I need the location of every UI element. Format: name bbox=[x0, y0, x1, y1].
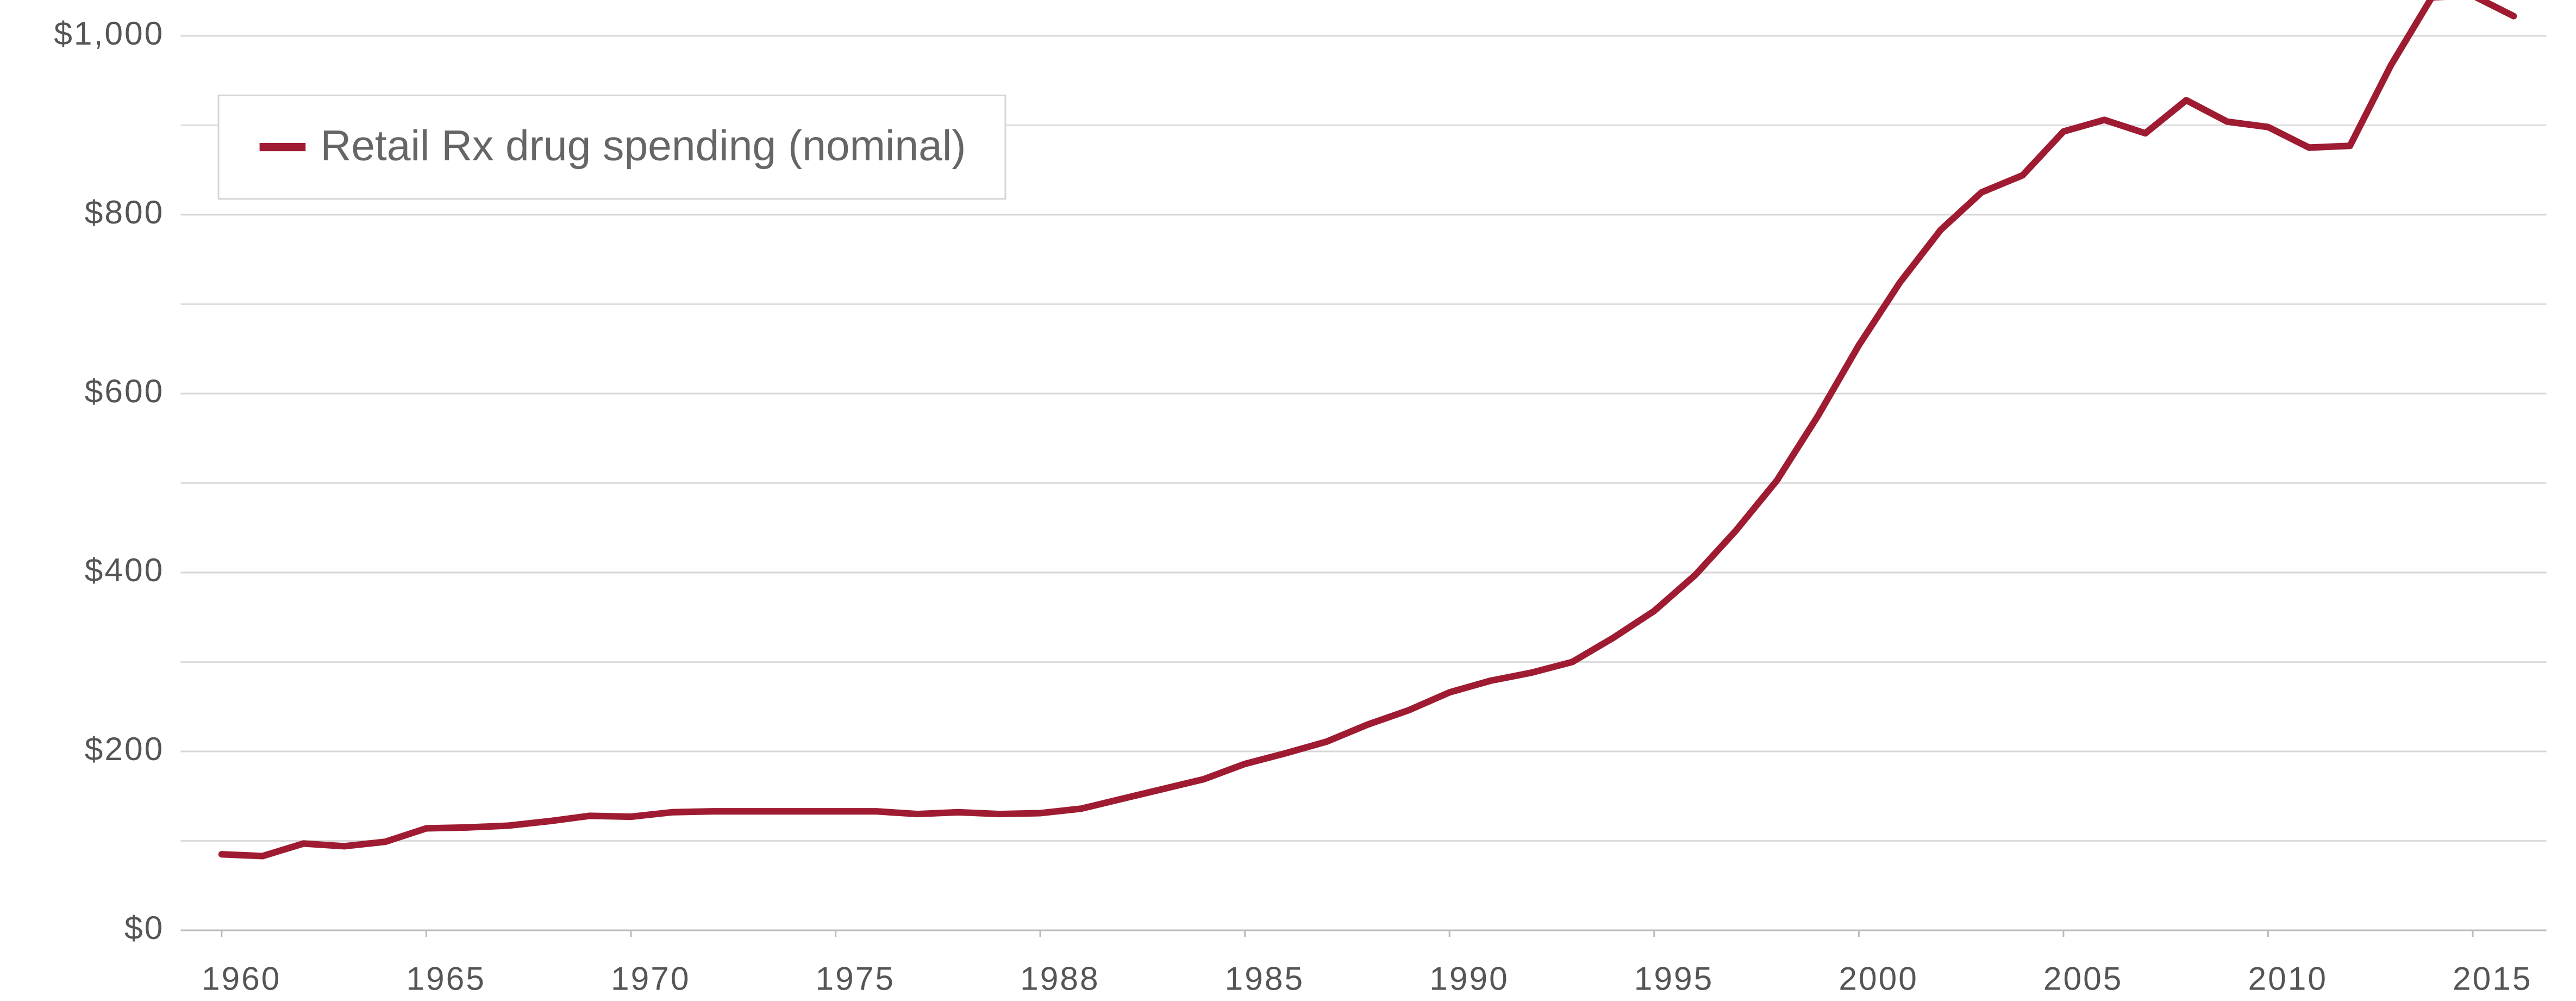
x-tick-label: 1960 bbox=[202, 960, 282, 997]
y-tick-label: $600 bbox=[85, 372, 165, 409]
x-tick-label: 1965 bbox=[406, 960, 486, 997]
y-tick-label: $200 bbox=[85, 730, 165, 767]
x-tick-label: 1975 bbox=[816, 960, 896, 997]
x-tick-label: 1970 bbox=[611, 960, 691, 997]
y-tick-label: $800 bbox=[85, 194, 165, 231]
x-tick-label: 2000 bbox=[1839, 960, 1918, 997]
y-tick-label: $0 bbox=[124, 909, 164, 946]
x-tick-label: 2010 bbox=[2248, 960, 2328, 997]
x-tick-label: 1988 bbox=[1020, 960, 1100, 997]
x-tick-label: 1995 bbox=[1634, 960, 1714, 997]
y-tick-label: $1,000 bbox=[54, 15, 164, 52]
data-line bbox=[218, 0, 2517, 860]
y-tick-label: $400 bbox=[85, 551, 165, 588]
legend-label: Retail Rx drug spending (nominal) bbox=[320, 121, 966, 169]
x-tick-label: 1990 bbox=[1429, 960, 1509, 997]
x-tick-label: 2005 bbox=[2043, 960, 2123, 997]
x-tick-label: 2015 bbox=[2453, 960, 2533, 997]
x-tick-label: 1985 bbox=[1225, 960, 1305, 997]
legend-box bbox=[217, 94, 1006, 200]
plot-area bbox=[218, 0, 2517, 860]
